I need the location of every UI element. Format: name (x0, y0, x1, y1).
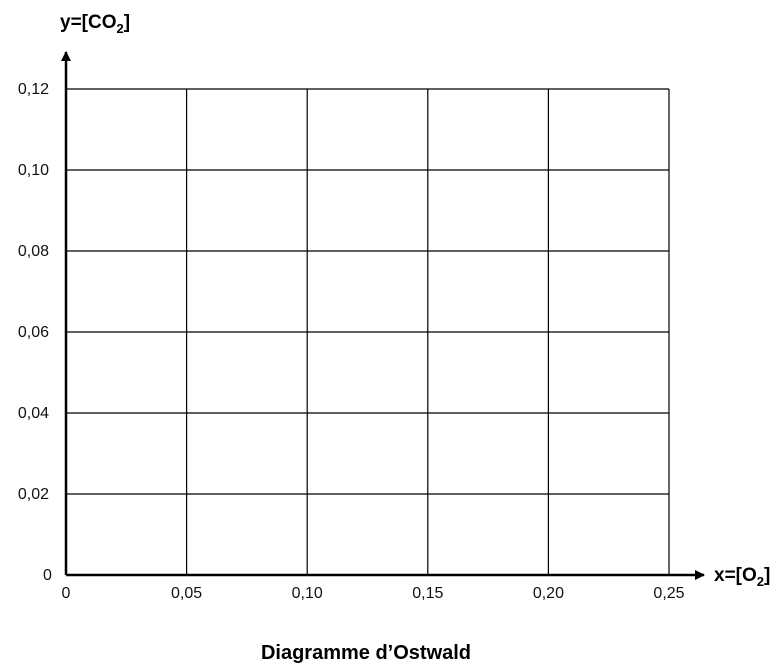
origin-label: 0 (43, 567, 52, 584)
y-axis-title: y=[CO2] (60, 12, 130, 36)
x-tick-label: 0,25 (653, 585, 684, 602)
x-tick-label: 0,15 (412, 585, 443, 602)
y-tick-label: 0,10 (18, 162, 49, 179)
y-tick-label: 0,08 (18, 243, 49, 260)
x-tick-label: 0,05 (171, 585, 202, 602)
y-tick-labels: 0,02 0,04 0,06 0,08 0,10 0,12 (18, 81, 49, 503)
x-tick-label: 0,20 (533, 585, 564, 602)
x-tick-label: 0,10 (292, 585, 323, 602)
x-tick-labels: 0 0,05 0,10 0,15 0,20 0,25 (62, 585, 685, 602)
y-tick-label: 0,04 (18, 405, 49, 422)
y-tick-label: 0,12 (18, 81, 49, 98)
x-axis-title: x=[O2] (714, 565, 770, 589)
chart-title: Diagramme d’Ostwald (261, 642, 471, 664)
y-tick-label: 0,06 (18, 324, 49, 341)
x-tick-label: 0 (62, 585, 71, 602)
grid (66, 88, 670, 575)
y-tick-label: 0,02 (18, 486, 49, 503)
